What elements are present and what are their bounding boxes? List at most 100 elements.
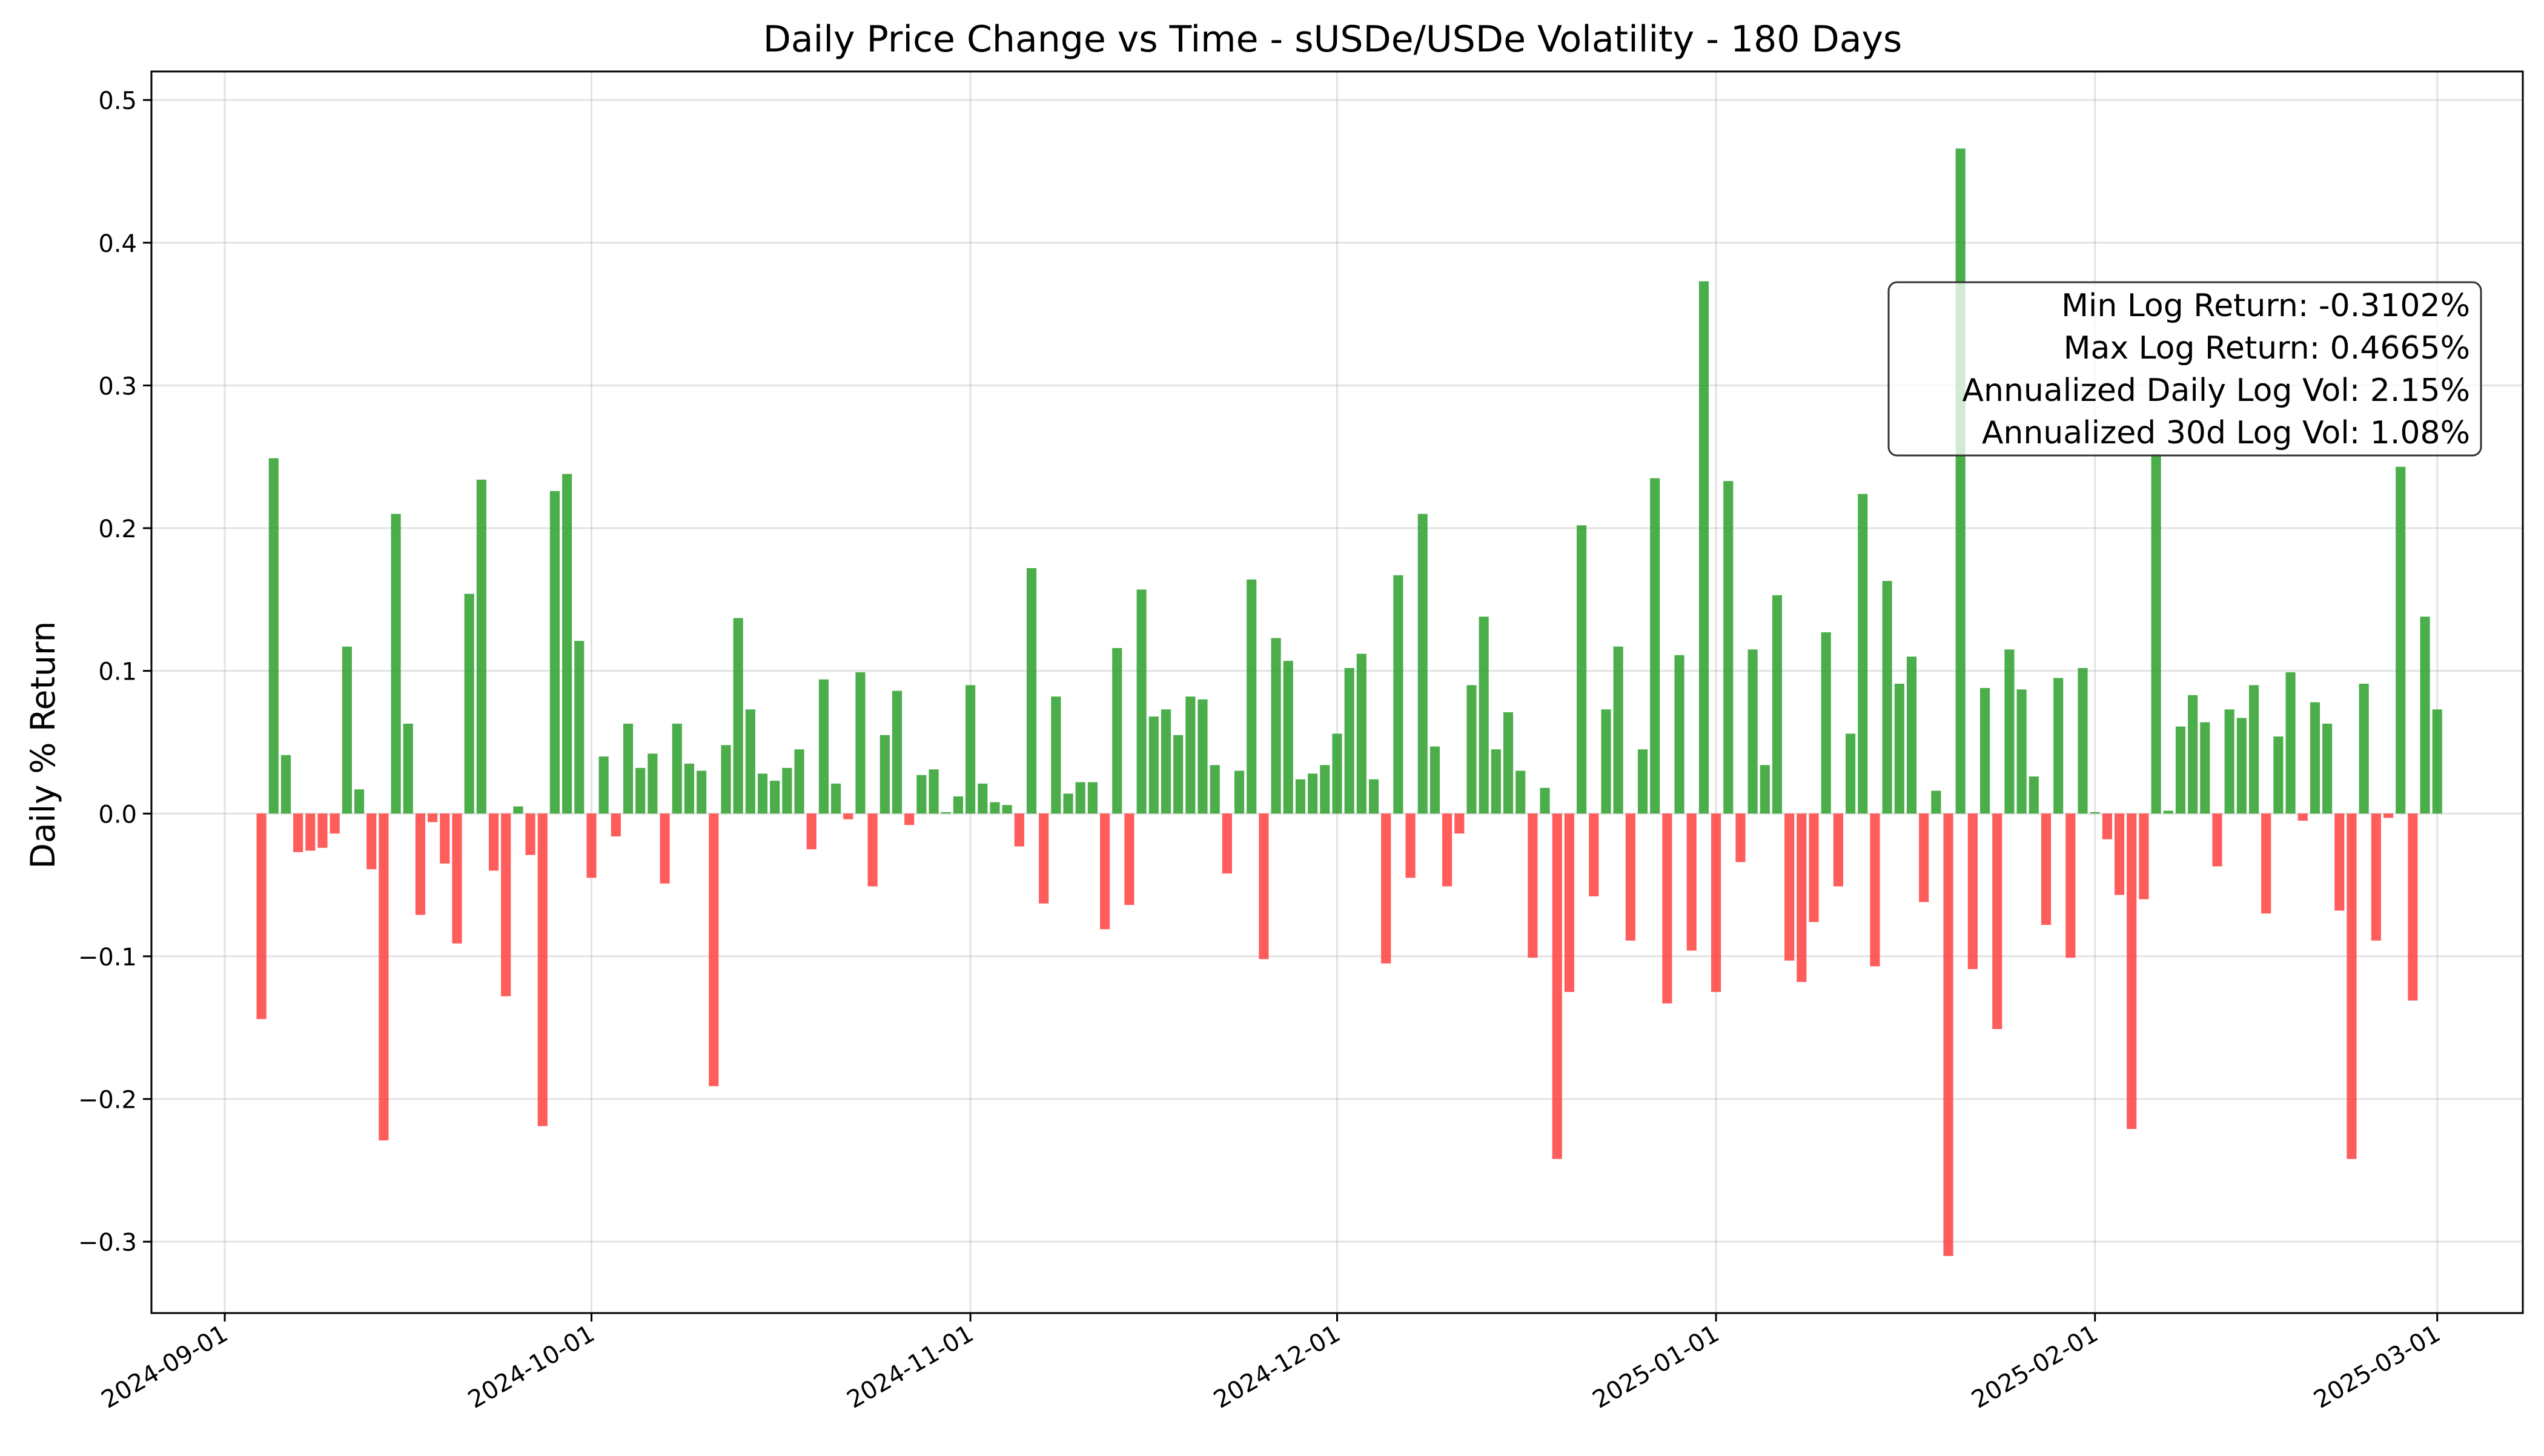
bar-positive bbox=[2078, 667, 2088, 814]
bar-positive bbox=[2273, 736, 2284, 814]
bar-positive bbox=[2188, 695, 2198, 814]
bar-positive bbox=[1601, 709, 1611, 814]
bar-negative bbox=[366, 813, 377, 870]
bar-positive bbox=[1466, 685, 1477, 814]
bar-negative bbox=[305, 813, 316, 851]
bar-negative bbox=[1662, 813, 1672, 1004]
bar-negative bbox=[2347, 813, 2357, 1159]
y-tick-label: 0.0 bbox=[98, 801, 137, 829]
stats-box: Min Log Return: -0.3102% Max Log Return:… bbox=[1887, 281, 2482, 457]
bar-positive bbox=[1308, 773, 1318, 814]
bar-positive bbox=[1955, 148, 1966, 814]
bar-positive bbox=[2175, 726, 2186, 814]
bar-negative bbox=[2383, 813, 2394, 818]
bar-positive bbox=[2151, 454, 2161, 814]
chart-title: Daily Price Change vs Time - sUSDe/USDe … bbox=[763, 18, 1903, 61]
bar-positive bbox=[2396, 466, 2406, 814]
bar-positive bbox=[1503, 712, 1514, 814]
bar-negative bbox=[1222, 813, 1232, 874]
bar-positive bbox=[2310, 702, 2320, 814]
bar-positive bbox=[403, 723, 413, 814]
bar-positive bbox=[1821, 632, 1831, 814]
bar-negative bbox=[1405, 813, 1416, 878]
bar-negative bbox=[2139, 813, 2149, 899]
bar-positive bbox=[1491, 749, 1501, 814]
bar-positive bbox=[1368, 779, 1379, 814]
bar-positive bbox=[1051, 697, 1061, 814]
bar-negative bbox=[1797, 813, 1807, 982]
bar-positive bbox=[953, 796, 963, 814]
bar-positive bbox=[635, 767, 646, 814]
bar-positive bbox=[1747, 649, 1758, 814]
bar-positive bbox=[2200, 722, 2210, 814]
bar-positive bbox=[1515, 770, 1526, 814]
bar-negative bbox=[537, 813, 548, 1127]
bar-positive bbox=[1479, 617, 1489, 814]
y-tick-label: 0.5 bbox=[98, 87, 137, 115]
bar-positive bbox=[598, 756, 609, 814]
bar-negative bbox=[330, 813, 340, 834]
bar-positive bbox=[1173, 735, 1184, 814]
bar-positive bbox=[745, 709, 755, 814]
bar-positive bbox=[1063, 793, 1073, 814]
bar-positive bbox=[1931, 790, 1941, 814]
bar-positive bbox=[1637, 749, 1648, 814]
bar-negative bbox=[1870, 813, 1880, 967]
bar-positive bbox=[562, 474, 572, 814]
bar-positive bbox=[1210, 765, 1220, 814]
y-tick-label: −0.1 bbox=[78, 944, 137, 971]
bar-negative bbox=[2334, 813, 2345, 911]
bar-positive bbox=[1760, 765, 1770, 814]
bar-positive bbox=[2322, 723, 2333, 814]
bar-negative bbox=[525, 813, 535, 855]
bar-negative bbox=[415, 813, 426, 915]
bar-positive bbox=[831, 783, 841, 814]
bar-negative bbox=[2212, 813, 2222, 867]
bar-negative bbox=[501, 813, 511, 996]
bar-positive bbox=[684, 763, 695, 814]
bar-positive bbox=[476, 479, 486, 814]
bar-negative bbox=[1833, 813, 1843, 887]
bar-negative bbox=[1039, 813, 1049, 904]
bar-negative bbox=[440, 813, 450, 864]
bar-positive bbox=[1650, 478, 1660, 814]
bar-positive bbox=[1344, 667, 1354, 814]
bar-negative bbox=[1735, 813, 1746, 862]
bar-positive bbox=[1320, 765, 1330, 814]
bar-positive bbox=[1674, 655, 1684, 814]
y-tick-label: −0.2 bbox=[78, 1087, 137, 1114]
bar-positive bbox=[697, 770, 707, 814]
bar-positive bbox=[1858, 494, 1868, 814]
bar-positive bbox=[1698, 281, 1709, 814]
bar-positive bbox=[990, 802, 1000, 814]
bar-positive bbox=[2004, 649, 2015, 814]
bar-positive bbox=[782, 767, 792, 814]
bar-positive bbox=[733, 618, 743, 814]
bar-positive bbox=[1148, 716, 1159, 814]
y-tick-label: 0.1 bbox=[98, 658, 137, 686]
bar-negative bbox=[2114, 813, 2125, 895]
bar-positive bbox=[342, 646, 352, 814]
bar-negative bbox=[1809, 813, 1819, 922]
bar-positive bbox=[354, 789, 365, 814]
bar-negative bbox=[1454, 813, 1465, 834]
bar-positive bbox=[1894, 683, 1904, 814]
stats-annualized-daily-log-vol: Annualized Daily Log Vol: 2.15% bbox=[1962, 372, 2470, 409]
bar-positive bbox=[268, 458, 279, 814]
bar-negative bbox=[488, 813, 499, 871]
bar-negative bbox=[1711, 813, 1721, 992]
stats-annualized-30d-log-vol: Annualized 30d Log Vol: 1.08% bbox=[1982, 415, 2470, 451]
bar-positive bbox=[1283, 661, 1293, 814]
bar-positive bbox=[1429, 746, 1440, 814]
bar-negative bbox=[1014, 813, 1024, 847]
bar-negative bbox=[904, 813, 915, 826]
bar-positive bbox=[2224, 709, 2234, 814]
bar-positive bbox=[1234, 770, 1245, 814]
bar-negative bbox=[806, 813, 817, 850]
bar-positive bbox=[2163, 810, 2173, 814]
bar-negative bbox=[1442, 813, 1453, 887]
bar-positive bbox=[1112, 647, 1122, 814]
bar-negative bbox=[586, 813, 597, 878]
bar-negative bbox=[660, 813, 670, 884]
